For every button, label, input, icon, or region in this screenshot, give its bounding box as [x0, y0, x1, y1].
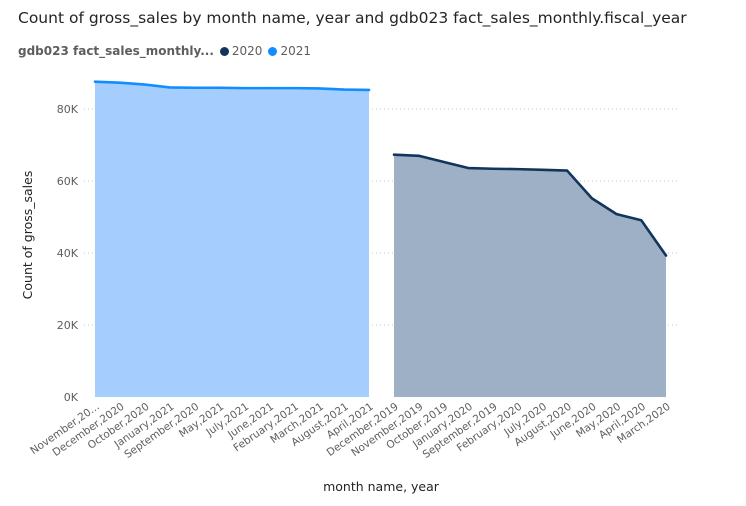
- data-point-2021: [293, 87, 295, 89]
- data-point-2021: [368, 89, 370, 91]
- y-tick-label: 80K: [57, 103, 79, 116]
- data-point-2021: [343, 88, 345, 90]
- y-tick-label: 0K: [64, 391, 79, 404]
- x-axis-title: month name, year: [323, 479, 440, 494]
- legend-label-2021: 2021: [280, 44, 311, 58]
- area-series-2020: [394, 154, 666, 397]
- data-point-2020: [393, 154, 395, 156]
- data-point-2020: [467, 167, 469, 169]
- data-point-2020: [492, 168, 494, 170]
- data-point-2021: [243, 87, 245, 89]
- data-point-2020: [566, 169, 568, 171]
- area-series-2021: [95, 81, 369, 397]
- data-point-2020: [665, 254, 667, 256]
- data-point-2021: [119, 82, 121, 84]
- y-tick-label: 40K: [57, 247, 79, 260]
- y-tick-label: 20K: [57, 319, 79, 332]
- y-tick-label: 60K: [57, 175, 79, 188]
- data-point-2021: [318, 87, 320, 89]
- legend-dot-2021: [268, 46, 278, 56]
- data-point-2021: [268, 87, 270, 89]
- data-point-2021: [144, 83, 146, 85]
- data-point-2020: [516, 168, 518, 170]
- line-series-2020: [392, 153, 668, 257]
- legend-item-2020[interactable]: 2020: [219, 44, 263, 58]
- chart-title: Count of gross_sales by month name, year…: [18, 9, 687, 27]
- data-point-2020: [442, 161, 444, 163]
- data-point-2021: [218, 87, 220, 89]
- y-axis-title: Count of gross_sales: [20, 171, 35, 300]
- data-point-2020: [541, 169, 543, 171]
- legend-title: gdb023 fact_sales_monthly...: [18, 44, 214, 58]
- data-point-2020: [640, 219, 642, 221]
- data-point-2020: [591, 197, 593, 199]
- legend-dot-2020: [219, 46, 229, 56]
- data-point-2021: [193, 87, 195, 89]
- legend-label-2020: 2020: [231, 44, 263, 58]
- data-point-2021: [169, 86, 171, 88]
- data-point-2020: [615, 213, 617, 215]
- data-point-2020: [418, 155, 420, 157]
- legend-item-2021[interactable]: 2021: [268, 44, 311, 58]
- line-series-2021: [93, 80, 371, 92]
- data-point-2021: [94, 80, 96, 82]
- legend: gdb023 fact_sales_monthly... 2020 2021: [18, 43, 317, 59]
